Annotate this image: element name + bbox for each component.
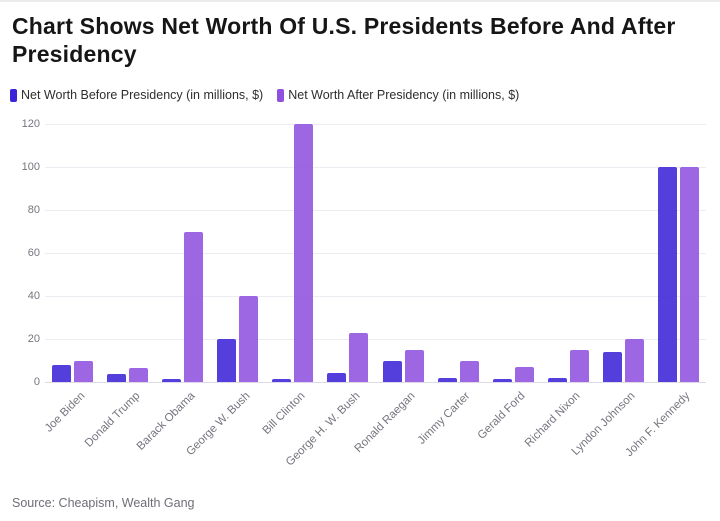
bar-after: [624, 339, 644, 382]
gridline-100: [45, 166, 706, 168]
bar-after: [129, 368, 149, 382]
legend-label-after: Net Worth After Presidency (in millions,…: [288, 88, 520, 102]
bar-group: [486, 124, 541, 382]
bar-before: [217, 339, 237, 382]
bar-group: [596, 124, 651, 382]
bar-after: [74, 360, 94, 382]
chart-title: Chart Shows Net Worth Of U.S. Presidents…: [12, 13, 676, 68]
x-axis-label: Gerald Ford: [475, 390, 528, 442]
bar-after: [404, 349, 424, 382]
bar-after: [184, 231, 204, 382]
bar-after: [294, 124, 314, 382]
bar-group: [541, 124, 596, 382]
bar-before: [382, 360, 402, 382]
x-axis-label: Bill Clinton: [260, 390, 308, 437]
bar-after: [349, 332, 369, 382]
bar-after: [569, 349, 589, 382]
gridline-120: [45, 123, 706, 125]
gridline-20: [45, 338, 706, 340]
x-axis: Joe Biden Donald Trump Barack Obama George …: [42, 390, 706, 480]
bar-group: [45, 124, 100, 382]
bar-before: [492, 379, 512, 382]
legend: Net Worth Before Presidency (in millions…: [10, 88, 519, 102]
x-axis-label: Jimmy Carter: [415, 390, 473, 447]
y-axis: 0 20 40 60 80 100 120: [0, 118, 40, 388]
bar-after: [514, 366, 534, 382]
bar-group: [265, 124, 320, 382]
bar-group: [320, 124, 375, 382]
legend-item-before: Net Worth Before Presidency (in millions…: [10, 88, 263, 102]
bar-before: [547, 377, 567, 382]
bar-group: [210, 124, 265, 382]
gridline-80: [45, 209, 706, 211]
y-axis-tick-60: 60: [27, 247, 40, 259]
plot-area: [45, 123, 706, 383]
bar-groups: [45, 124, 706, 382]
gridline-40: [45, 295, 706, 297]
bar-group: [431, 124, 486, 382]
bar-group: [155, 124, 210, 382]
bar-before: [437, 377, 457, 382]
bar-after: [679, 167, 699, 382]
y-axis-tick-100: 100: [21, 161, 40, 173]
legend-item-after: Net Worth After Presidency (in millions,…: [277, 88, 519, 102]
y-axis-tick-40: 40: [27, 290, 40, 302]
bar-group: [651, 124, 706, 382]
after-series-swatch-icon: [277, 88, 285, 102]
bar-before: [602, 351, 622, 382]
bar-before: [327, 373, 347, 382]
bar-before: [107, 374, 127, 382]
x-axis-label: Richard Nixon: [523, 390, 583, 450]
before-series-swatch-icon: [10, 88, 17, 102]
legend-label-before: Net Worth Before Presidency (in millions…: [21, 88, 264, 102]
x-axis-label: Donald Trump: [82, 390, 143, 450]
y-axis-tick-80: 80: [27, 204, 40, 216]
bar-before: [52, 364, 72, 382]
gridline-60: [45, 252, 706, 254]
y-axis-tick-120: 120: [21, 118, 40, 130]
bar-group: [375, 124, 430, 382]
bar-before: [272, 379, 292, 382]
gridline-0: [45, 381, 706, 383]
bar-after: [459, 360, 479, 382]
y-axis-tick-20: 20: [27, 333, 40, 345]
x-axis-label: Joe Biden: [42, 390, 88, 435]
source-note: Source: Cheapism, Wealth Gang: [12, 496, 195, 510]
x-axis-label: Barack Obama: [134, 390, 198, 453]
x-axis-label: Ronald Raegan: [352, 390, 418, 455]
y-axis-tick-0: 0: [33, 376, 40, 388]
bar-before: [162, 379, 182, 382]
bar-before: [657, 167, 677, 382]
bar-after: [239, 296, 259, 382]
bar-group: [100, 124, 155, 382]
